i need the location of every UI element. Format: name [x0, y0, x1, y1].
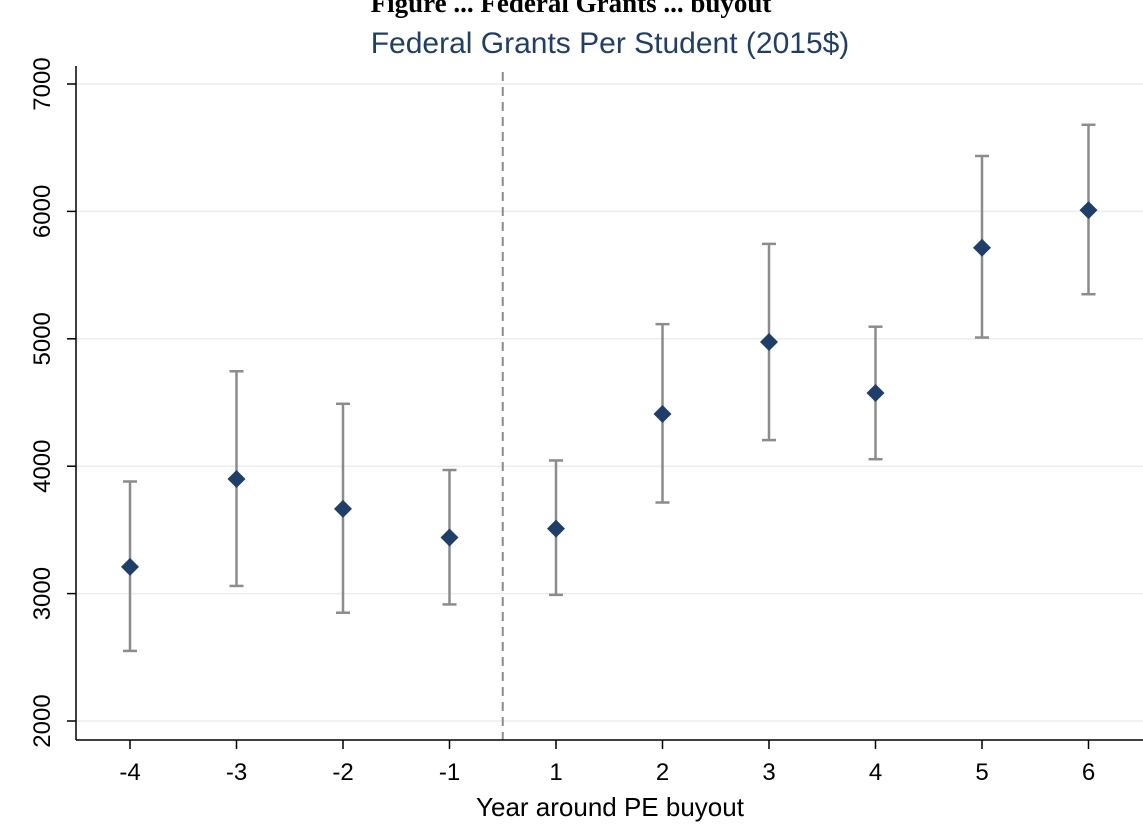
x-tick-label-6: 6 — [1082, 759, 1095, 786]
x-axis-title: Year around PE buyout — [476, 792, 745, 822]
x-tick-labels: -4 -3 -2 -1 1 2 3 4 5 6 — [119, 759, 1095, 786]
point--4 — [121, 557, 139, 576]
point-2 — [653, 404, 672, 423]
x-tick-label-5: 5 — [975, 759, 988, 786]
y-tick-label-4000: 4000 — [29, 440, 56, 493]
figure-caption: Figure ... Federal Grants ... buyout — [371, 0, 772, 18]
axes — [67, 66, 1143, 749]
y-tick-label-7000: 7000 — [29, 57, 56, 110]
grid-lines — [76, 83, 1143, 722]
point-4 — [866, 383, 885, 402]
y-tick-label-6000: 6000 — [29, 185, 56, 238]
chart-title: Federal Grants Per Student (2015$) — [371, 27, 850, 60]
y-tick-label-3000: 3000 — [29, 567, 56, 620]
y-tick-labels: 2000 3000 4000 5000 6000 7000 — [29, 57, 56, 747]
point--3 — [227, 469, 246, 488]
x-tick-label-3: 3 — [762, 759, 775, 786]
point--2 — [334, 499, 352, 518]
x-tick-label-4: 4 — [869, 759, 882, 786]
x-tick-label-2: 2 — [656, 759, 669, 786]
point-6 — [1079, 201, 1098, 220]
point--1 — [440, 528, 459, 547]
x-tick-label-1: 1 — [549, 759, 562, 786]
x-tick-label--1: -1 — [439, 759, 460, 786]
data-points — [121, 201, 1098, 576]
y-tick-label-5000: 5000 — [29, 312, 56, 365]
x-tick-label--3: -3 — [226, 759, 247, 786]
y-tick-label-2000: 2000 — [29, 694, 56, 747]
x-tick-label--2: -2 — [332, 759, 353, 786]
x-tick-label--4: -4 — [119, 759, 140, 786]
point-1 — [547, 519, 565, 538]
point-3 — [760, 332, 778, 351]
point-5 — [973, 238, 991, 257]
